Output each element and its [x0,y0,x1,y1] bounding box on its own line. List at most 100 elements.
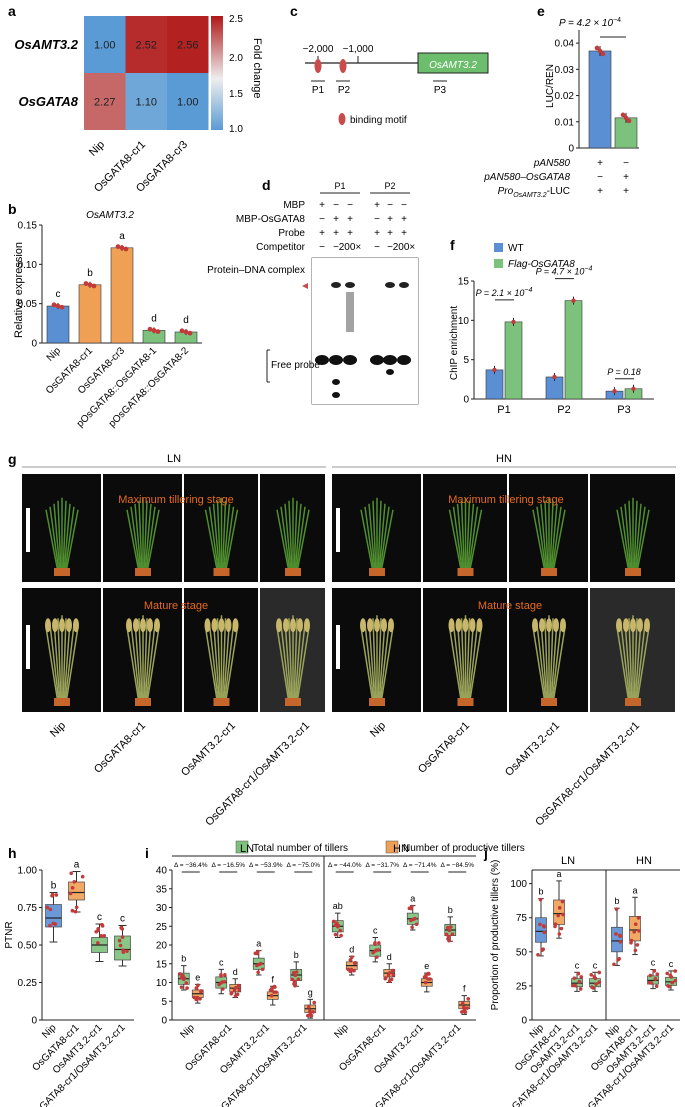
data-point [195,995,200,1000]
panicle [367,618,373,633]
data-point [219,981,224,985]
y-tick-label: 20 [156,941,168,952]
panicle [140,618,146,633]
delta-label: Δ = −53.9% [249,862,283,869]
heatmap-cell [84,73,126,130]
y-tick-label: 0.15 [18,221,38,232]
significance-letter: c [575,960,580,970]
panicle [276,618,282,633]
plant-leaf [616,509,629,569]
plant-leaf [551,624,562,699]
plant-leaf [284,621,292,699]
plant-leaf [293,618,298,699]
y-tick-label: 50 [516,947,528,958]
y-tick-label: 0.02 [555,91,575,102]
data-point [306,1013,310,1018]
plant-leaf [378,503,386,569]
significance-letter: c [669,959,674,969]
significance-letter: b [538,887,543,897]
y-tick-label: 5 [463,355,469,366]
chart-title: OsAMT3.2 [86,210,134,221]
data-point [87,282,93,288]
plant-leaf [297,509,310,569]
data-point [232,988,237,992]
plant-leaf [624,503,632,569]
colorbar-tick: 1.0 [229,124,243,135]
y-tick-label: 0 [31,1016,37,1027]
panicle [225,618,232,633]
x-tick-label: P3 [617,404,630,416]
lower-band [386,369,394,375]
data-point [612,962,616,967]
genotype-label: Nip [48,720,68,740]
data-point [147,326,153,332]
plant-leaf [145,624,156,699]
plant-leaf [45,509,58,569]
plant-leaf [540,503,548,569]
row-label: ProOsAMT3.2-LUC [498,186,570,199]
pot-icon [285,698,301,706]
bar [46,305,70,344]
lane-mark: − [319,242,325,253]
binding-motif-legend-icon [338,113,346,125]
data-point [447,928,452,933]
data-point [198,989,203,994]
condition-label: LN [240,843,254,855]
plant-leaf [448,627,462,699]
row-mark: − [623,158,629,169]
stage-label: Mature stage [144,600,208,612]
pot-icon [135,698,151,706]
plant-leaf [620,506,631,569]
box [68,881,85,901]
data-point [121,948,125,952]
p-value: P = 4.2 × 10−4 [559,17,621,29]
legend-label: Flag-OsGATA8 [508,259,575,270]
legend-label: binding motif [350,115,407,126]
y-tick-label: 0.75 [18,903,38,914]
x-tick-label: Nip [45,345,64,364]
significance-letter: d [349,944,354,954]
y-tick-label: 5 [161,997,167,1008]
data-point [387,979,392,983]
row-mark: + [597,158,603,169]
significance-letter: b [294,950,299,960]
data-point [424,973,428,978]
data-point [623,115,629,121]
significance-letter: b [87,268,93,279]
plant-leaf [224,624,235,699]
data-point [48,907,53,912]
data-point [352,968,356,973]
plant-leaf [536,624,547,699]
panel-g-label: g [8,451,17,467]
panicle [360,618,366,633]
data-point [291,970,296,975]
data-point [179,976,184,980]
plant-leaf [144,503,152,569]
data-point [561,912,565,917]
plant-leaf [288,500,293,569]
panel-j-label: j [483,845,488,861]
panel-h-label: h [8,845,17,861]
data-point [542,930,547,935]
x-tick-label: P1 [497,404,510,416]
data-point [196,983,200,988]
legend-label: Number of productive tillers [403,843,525,854]
lane-mark: − [374,242,380,253]
data-point [350,955,354,959]
pot-icon [54,568,70,576]
data-point [94,929,99,934]
free-probe-band [329,355,343,365]
data-point [668,973,673,978]
plant-leaf [138,500,143,569]
plant-leaf [379,624,390,699]
significance-letter: f [271,974,274,984]
data-point [338,928,343,933]
data-point [187,330,193,336]
plant-leaf [624,621,632,699]
data-point [374,955,379,959]
plant-leaf [364,624,375,699]
data-point [178,972,182,976]
data-point [293,973,298,978]
panicle [133,618,139,633]
y-tick-label: 1.00 [18,866,38,877]
